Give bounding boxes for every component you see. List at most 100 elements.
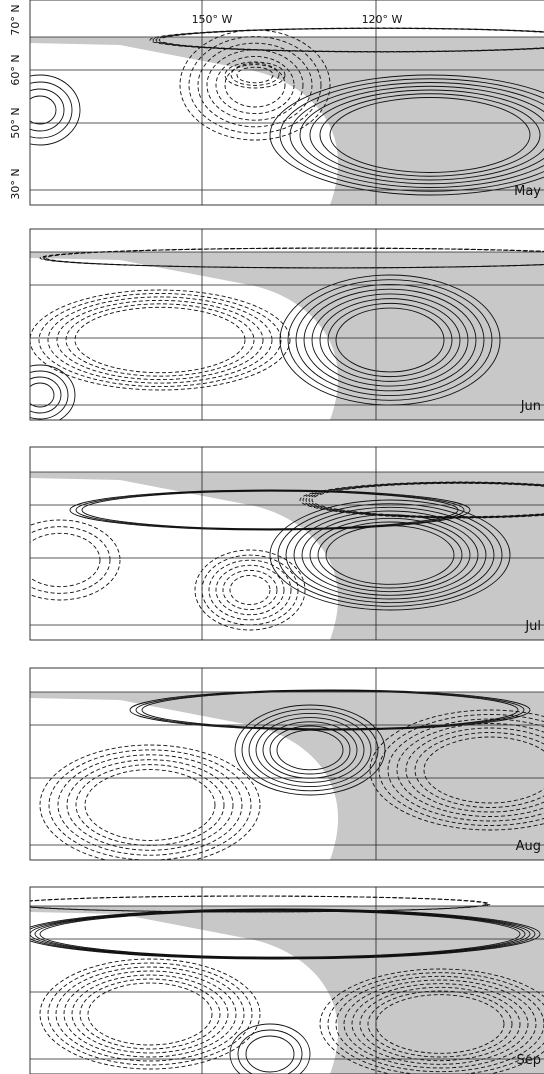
contour (311, 293, 469, 387)
contour (327, 302, 453, 378)
contour (359, 986, 521, 1062)
contour (65, 303, 255, 377)
contour (155, 27, 544, 53)
contour (208, 559, 292, 621)
contour (293, 510, 487, 600)
contour (63, 970, 237, 1058)
contour (194, 549, 306, 631)
contour (30, 382, 55, 408)
contour (351, 983, 529, 1065)
contour (229, 1023, 311, 1074)
contour (224, 61, 286, 89)
contour (56, 299, 264, 381)
contour (87, 982, 213, 1046)
contour (30, 909, 531, 959)
contour (197, 42, 313, 128)
contour (285, 506, 495, 604)
land (30, 472, 544, 640)
contour (335, 307, 445, 373)
contour (30, 74, 81, 146)
contour (299, 85, 544, 185)
latitude-label: 70° N (9, 4, 22, 35)
contour (378, 714, 544, 826)
contour (84, 769, 216, 841)
contour (215, 564, 285, 616)
latitude-label: 60° N (9, 54, 22, 85)
contour (311, 482, 544, 518)
contour (30, 95, 57, 125)
contour (229, 575, 271, 605)
panel-label: Aug (516, 839, 541, 854)
contour (30, 519, 121, 601)
longitude-label: 120° W (362, 13, 403, 26)
contour (215, 55, 295, 115)
panel-label: Sep (516, 1053, 541, 1068)
contour (30, 376, 62, 414)
contour (299, 481, 544, 519)
contour (329, 97, 531, 173)
contour (45, 247, 544, 269)
contour (289, 82, 544, 188)
contour (269, 499, 511, 611)
contour (317, 521, 463, 589)
contour (269, 725, 351, 775)
contour (396, 723, 544, 817)
contour (327, 972, 544, 1074)
panel-frame (29, 667, 544, 861)
contour (245, 1035, 295, 1073)
latitude-label: 30° N (9, 168, 22, 199)
land (30, 906, 544, 1074)
contour (367, 990, 513, 1058)
contour (38, 293, 282, 387)
contour (47, 962, 253, 1066)
contour (405, 727, 544, 813)
contour (423, 736, 544, 804)
contour (230, 64, 280, 86)
contour (30, 532, 101, 588)
contour (30, 88, 65, 132)
contour (30, 364, 76, 420)
contour (30, 81, 73, 139)
contour (319, 968, 544, 1074)
contour (319, 93, 541, 177)
contour (75, 490, 465, 530)
map-panel: Jul (29, 446, 544, 641)
contour (30, 526, 111, 594)
contour (248, 712, 372, 788)
land (30, 37, 544, 205)
land (30, 692, 544, 860)
contour (30, 908, 541, 960)
contour (343, 979, 537, 1069)
contour (74, 306, 246, 374)
land (30, 252, 544, 420)
panel-label: Jun (520, 399, 541, 414)
contour (287, 279, 493, 401)
contour (303, 288, 477, 392)
contour (222, 569, 278, 611)
map-panel: Jun (29, 228, 544, 421)
contour (236, 66, 274, 84)
contour (57, 754, 243, 856)
longitude-label: 150° W (192, 13, 233, 26)
contour (319, 298, 461, 382)
contour (34, 909, 526, 959)
panel-frame (29, 228, 544, 421)
contour (277, 503, 503, 607)
contour (48, 749, 252, 860)
contour (241, 708, 379, 792)
contour (69, 489, 471, 531)
contour (129, 689, 531, 731)
contour (81, 490, 459, 530)
panel-frame (29, 446, 544, 641)
contour (71, 974, 229, 1054)
contour (237, 1029, 303, 1074)
contour (30, 909, 536, 959)
panel-label: May (514, 184, 541, 199)
contour (39, 910, 521, 958)
contour (158, 28, 544, 52)
latitude-label: 50° N (9, 107, 22, 138)
contour (234, 704, 386, 796)
contour (302, 481, 544, 519)
contour (141, 690, 519, 730)
